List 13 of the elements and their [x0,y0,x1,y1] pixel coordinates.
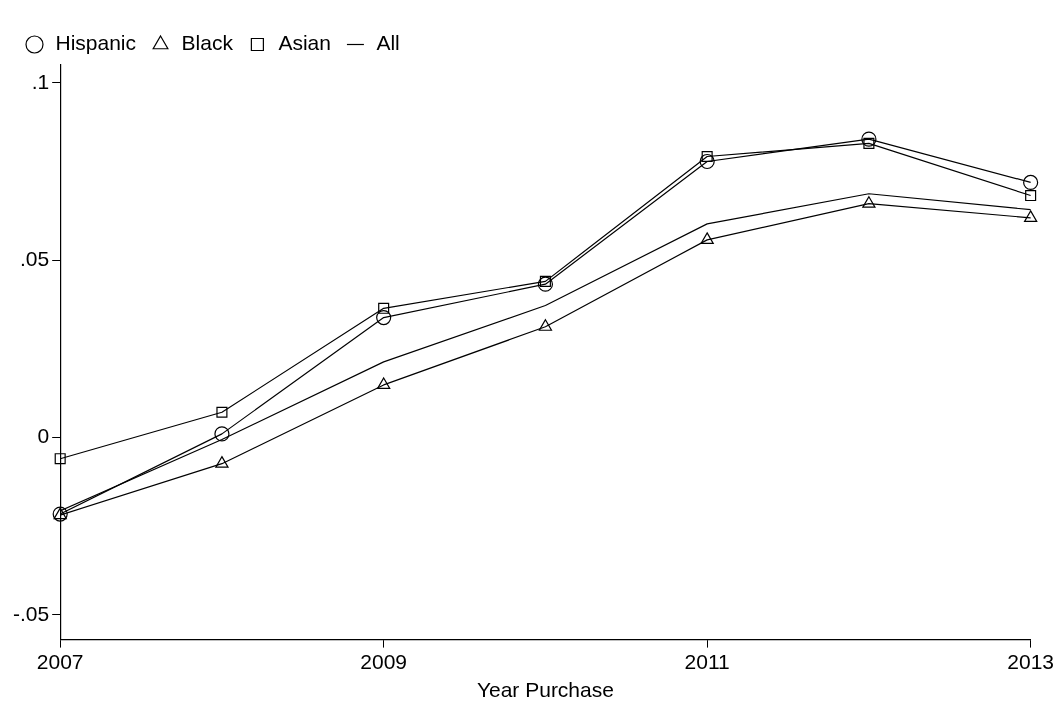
y-tick-label: .05 [19,246,50,270]
x-tick-label: 2013 [1007,650,1054,673]
y-tick-label: 0 [37,424,50,448]
legend-label: Asian [278,31,331,55]
x-tick-label: 2009 [360,650,408,673]
y-tick-label: -.05 [13,601,50,625]
legend-label: Hispanic [55,31,137,55]
x-tick-label: 2011 [684,650,730,673]
legend-label: All [376,31,400,55]
legend-label: Black [181,31,234,55]
x-tick-label: 2007 [36,650,84,673]
y-tick-label: .1 [31,69,50,93]
x-axis-title: Year Purchase [476,678,614,702]
